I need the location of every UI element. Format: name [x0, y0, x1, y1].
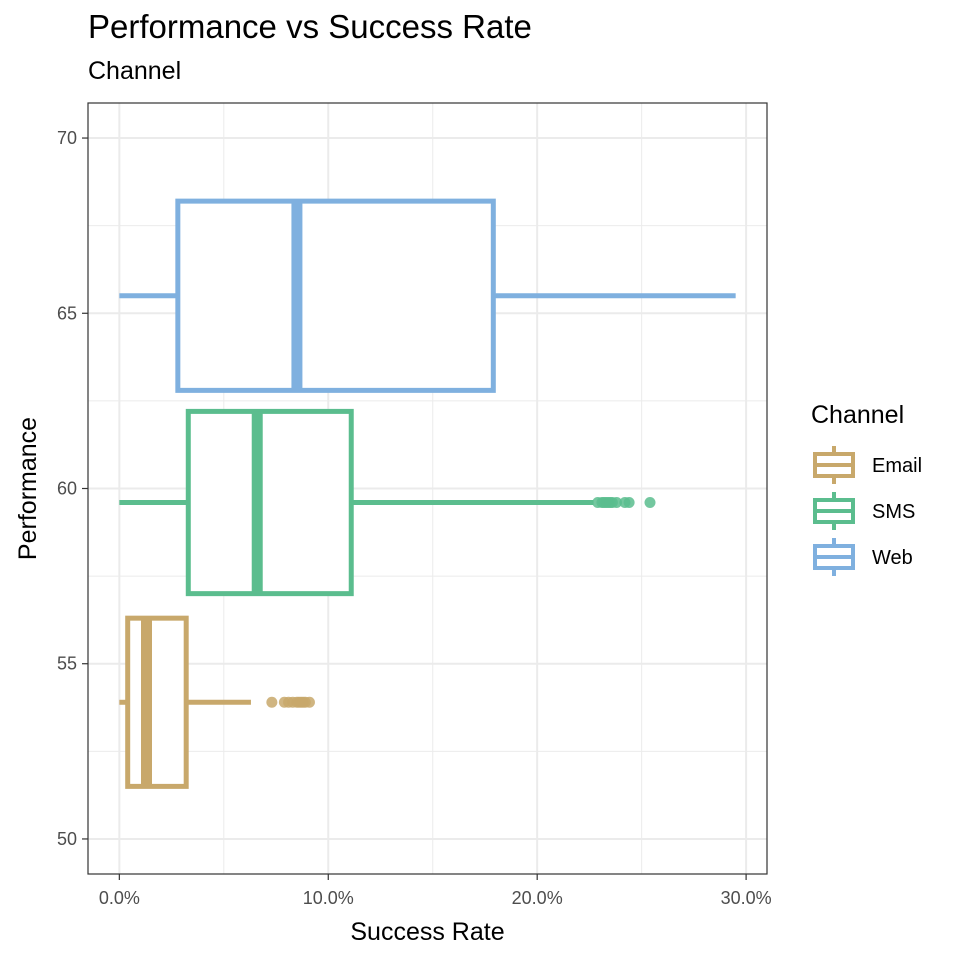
outlier-point [611, 497, 623, 509]
y-tick-label: 70 [57, 128, 77, 148]
outlier-point [644, 497, 656, 509]
x-tick-label: 10.0% [303, 888, 354, 908]
box-iqr [175, 198, 496, 393]
outlier-point [623, 497, 635, 509]
boxplot-web [119, 198, 736, 393]
y-axis-title: Performance [14, 417, 42, 560]
legend-label: SMS [872, 501, 915, 523]
chart-subtitle: Channel [88, 57, 182, 85]
outlier-point [303, 696, 315, 708]
box-iqr [125, 615, 189, 789]
x-tick-label: 30.0% [721, 888, 772, 908]
legend: Channel Email SMS Web [811, 401, 922, 576]
legend-title: Channel [811, 401, 904, 429]
y-tick-label: 65 [57, 303, 77, 323]
legend-item-sms: SMS [813, 492, 915, 530]
legend-item-web: Web [813, 538, 913, 576]
boxplot-email [119, 615, 315, 789]
y-tick-label: 60 [57, 479, 77, 499]
x-tick-label: 0.0% [99, 888, 140, 908]
legend-label: Email [872, 455, 922, 477]
chart-title: Performance vs Success Rate [88, 8, 532, 45]
outlier-point [266, 696, 278, 708]
legend-label: Web [872, 547, 913, 569]
y-tick-label: 50 [57, 829, 77, 849]
boxplot-sms [119, 408, 656, 597]
x-tick-label: 20.0% [512, 888, 563, 908]
x-axis-title: Success Rate [350, 918, 504, 946]
box-iqr [185, 408, 354, 597]
y-tick-label: 55 [57, 654, 77, 674]
legend-item-email: Email [813, 446, 922, 484]
